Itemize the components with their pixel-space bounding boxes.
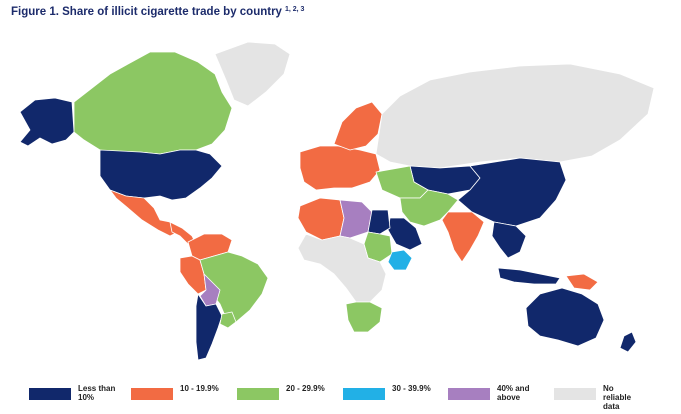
region-canada[interactable]: Canada [73, 51, 233, 155]
region-south-africa[interactable]: South Africa [345, 301, 383, 333]
legend-label-line1: 30 - 39.9% [392, 384, 431, 393]
region-libya[interactable]: Libya [339, 199, 373, 239]
region-papua-new-guinea[interactable]: Papua New Guinea [565, 273, 599, 291]
region-russia[interactable]: Russia [375, 63, 655, 169]
region-algeria[interactable]: Algeria [297, 197, 345, 241]
legend-label: 10 - 19.9% [180, 384, 240, 393]
legend-label-line1: 10 - 19.9% [180, 384, 219, 393]
region-chile-argentina[interactable]: Chile / Argentina [195, 293, 223, 361]
figure-title: Figure 1. Share of illicit cigarette tra… [11, 6, 304, 18]
region-new-zealand[interactable]: New Zealand [619, 331, 637, 353]
legend-swatch [131, 388, 173, 400]
figure-title-text: Figure 1. Share of illicit cigarette tra… [11, 6, 282, 18]
legend: Less than 10% 10 - 19.9% 20 - 29.9% 30 - … [0, 384, 681, 414]
region-central-africa[interactable]: Central Africa [297, 233, 387, 303]
legend-swatch [554, 388, 596, 400]
region-western-europe[interactable]: Western Europe [299, 145, 381, 191]
region-ethiopia[interactable]: Ethiopia [387, 249, 413, 271]
region-southeast-asia[interactable]: Southeast Asia [491, 221, 527, 259]
legend-label-line1: 20 - 29.9% [286, 384, 325, 393]
legend-label: Less than 10% [78, 384, 118, 402]
legend-swatch [448, 388, 490, 400]
legend-swatch [343, 388, 385, 400]
figure-title-footnotes: 1, 2, 3 [284, 6, 305, 13]
world-map: Alaska Canada Greenland United States Me… [19, 41, 655, 361]
region-indonesia[interactable]: Indonesia [497, 267, 561, 285]
legend-swatch [29, 388, 71, 400]
region-alaska[interactable]: Alaska [19, 97, 75, 147]
region-saudi-arabia[interactable]: Saudi Arabia [387, 217, 423, 251]
region-united-states[interactable]: United States [99, 149, 223, 201]
legend-label-line2: data [603, 402, 620, 411]
legend-label-line1: No reliable [603, 384, 632, 402]
legend-label-line1: Less than [78, 384, 116, 393]
legend-label: No reliable data [603, 384, 643, 411]
region-india[interactable]: India [441, 211, 485, 263]
legend-label: 30 - 39.9% [392, 384, 452, 393]
legend-label-line2: 10% [78, 393, 95, 402]
region-pakistan-iran[interactable]: Pakistan / Iran [399, 189, 459, 227]
region-uruguay[interactable]: Uruguay [219, 311, 237, 329]
legend-label-line2: above [497, 393, 521, 402]
legend-label: 20 - 29.9% [286, 384, 346, 393]
region-nordics[interactable]: Nordics [333, 101, 383, 151]
legend-label: 40% and above [497, 384, 537, 402]
region-greenland[interactable]: Greenland [214, 41, 291, 107]
legend-label-line1: 40% and [497, 384, 530, 393]
legend-swatch [237, 388, 279, 400]
region-egypt[interactable]: Egypt [367, 209, 391, 235]
region-australia[interactable]: Australia [525, 287, 605, 347]
